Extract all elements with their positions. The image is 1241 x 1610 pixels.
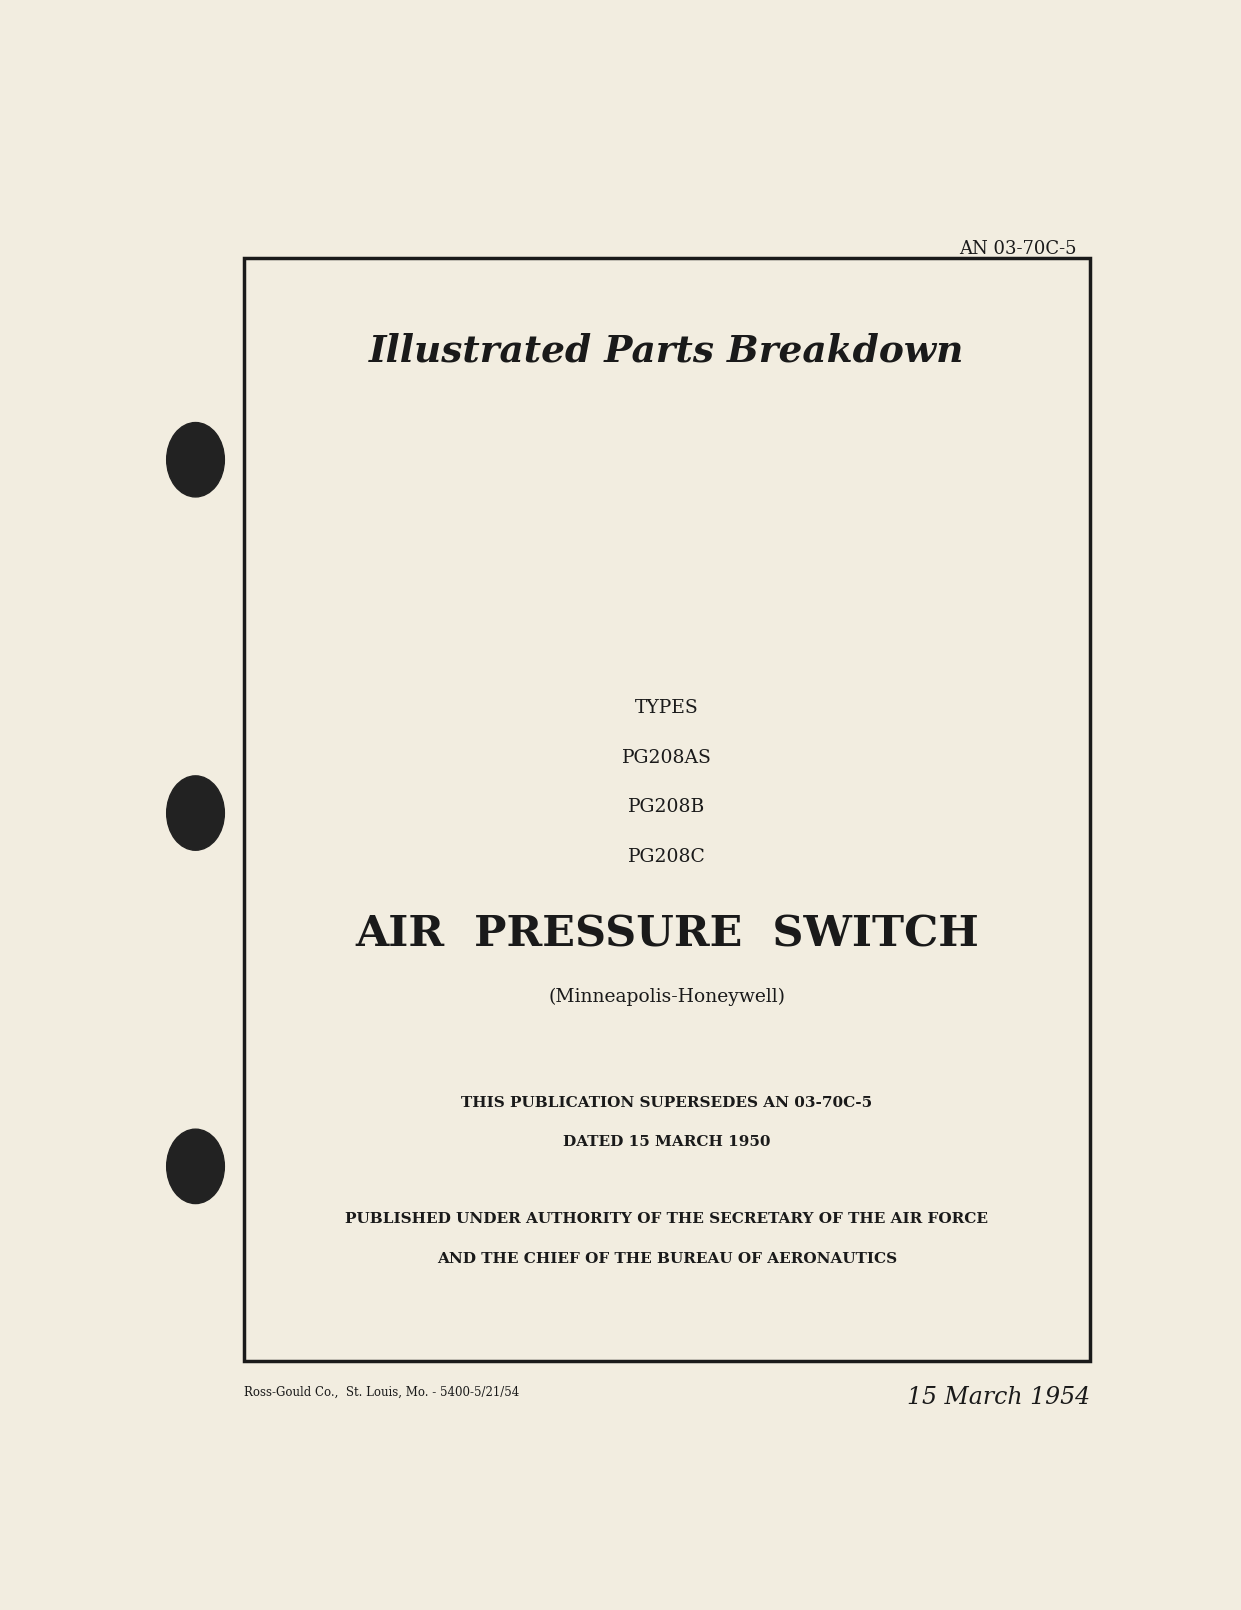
Circle shape xyxy=(166,1129,225,1204)
Circle shape xyxy=(166,422,225,497)
Text: THIS PUBLICATION SUPERSEDES AN 03-70C-5: THIS PUBLICATION SUPERSEDES AN 03-70C-5 xyxy=(462,1096,872,1109)
Circle shape xyxy=(166,776,225,850)
Text: PG208C: PG208C xyxy=(628,848,706,866)
Bar xyxy=(243,258,1090,1360)
Text: PG208AS: PG208AS xyxy=(622,749,712,766)
Text: TYPES: TYPES xyxy=(635,699,699,716)
Text: DATED 15 MARCH 1950: DATED 15 MARCH 1950 xyxy=(563,1135,771,1150)
Text: (Minneapolis-Honeywell): (Minneapolis-Honeywell) xyxy=(549,989,786,1006)
Text: PG208B: PG208B xyxy=(628,799,705,816)
Text: AND THE CHIEF OF THE BUREAU OF AERONAUTICS: AND THE CHIEF OF THE BUREAU OF AERONAUTI… xyxy=(437,1253,897,1265)
Text: Illustrated Parts Breakdown: Illustrated Parts Breakdown xyxy=(369,332,964,369)
Text: 15 March 1954: 15 March 1954 xyxy=(907,1386,1090,1409)
Text: Ross-Gould Co.,  St. Louis, Mo. - 5400-5/21/54: Ross-Gould Co., St. Louis, Mo. - 5400-5/… xyxy=(243,1386,519,1399)
Text: PUBLISHED UNDER AUTHORITY OF THE SECRETARY OF THE AIR FORCE: PUBLISHED UNDER AUTHORITY OF THE SECRETA… xyxy=(345,1212,988,1227)
Text: AIR  PRESSURE  SWITCH: AIR PRESSURE SWITCH xyxy=(355,913,979,955)
Text: AN 03-70C-5: AN 03-70C-5 xyxy=(959,240,1076,258)
